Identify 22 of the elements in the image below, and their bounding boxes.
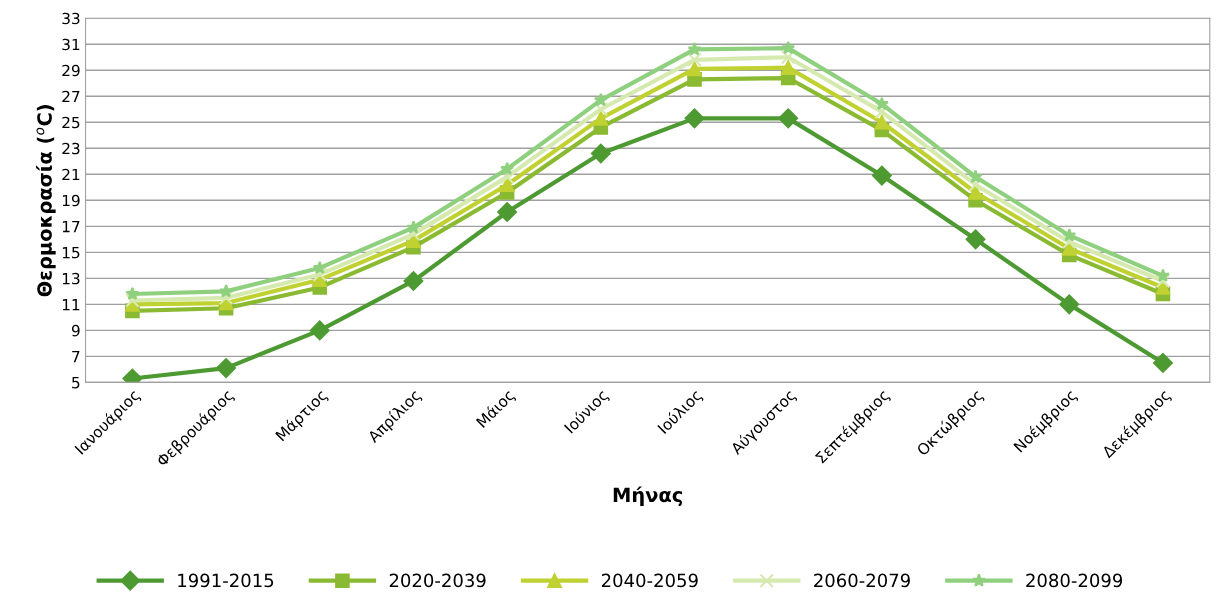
y-tick-label: 11 xyxy=(62,299,80,311)
y-tick-label: 7 xyxy=(72,351,80,363)
y-tick-label: 27 xyxy=(62,90,80,103)
y-tick-label: 31 xyxy=(62,38,80,51)
legend-label: 2080-2099 xyxy=(1026,573,1123,588)
legend-label: 2020-2039 xyxy=(389,573,486,588)
y-tick-label: 5 xyxy=(72,377,80,389)
y-axis-title: Θερμοκρασία ($^{o}$C) xyxy=(36,105,56,297)
y-tick-label: 9 xyxy=(71,324,80,337)
legend-label: 1991-2015 xyxy=(178,573,274,588)
y-tick-label: 23 xyxy=(62,142,80,155)
y-tick-label: 25 xyxy=(62,116,80,129)
y-tick-label: 33 xyxy=(62,12,80,25)
y-tick-label: 21 xyxy=(62,168,80,181)
x-axis-title: Μήνας xyxy=(613,486,683,506)
y-tick-label: 19 xyxy=(62,194,80,207)
y-tick-label: 13 xyxy=(62,272,80,285)
legend-label: 2040-2059 xyxy=(601,573,698,588)
y-tick-label: 15 xyxy=(62,247,80,259)
y-tick-label: 17 xyxy=(62,220,80,233)
legend-label: 2060-2079 xyxy=(814,573,910,588)
y-tick-label: 29 xyxy=(62,64,80,77)
